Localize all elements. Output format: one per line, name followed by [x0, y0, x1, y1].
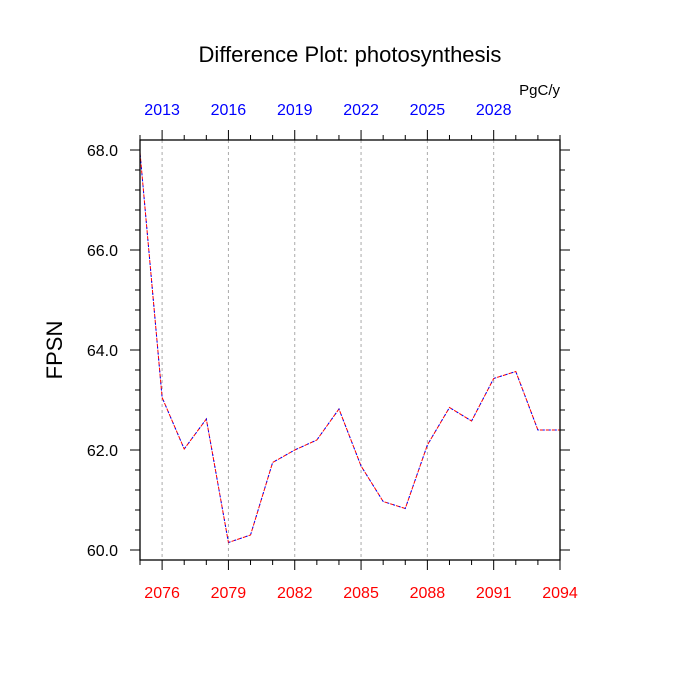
y-axis-title: FPSN	[42, 321, 67, 380]
y-tick-label: 62.0	[87, 443, 118, 460]
top-tick-label: 2019	[277, 102, 313, 119]
axis-ticks	[130, 130, 570, 570]
series-lines	[139, 152, 560, 544]
top-tick-label: 2016	[211, 102, 247, 119]
x-tick-label: 2076	[144, 585, 180, 602]
axis-tick-labels: 2076 2079 2082 2085 2088 2091 2094 2013 2016 2019…	[87, 102, 578, 602]
top-tick-label: 2028	[476, 102, 512, 119]
x-tick-label: 2082	[277, 585, 313, 602]
chart-title: Difference Plot: photosynthesis	[199, 42, 502, 67]
grid-lines	[161, 140, 495, 560]
y-tick-label: 64.0	[87, 343, 118, 360]
series-line-2	[139, 152, 560, 544]
y-tick-label: 66.0	[87, 243, 118, 260]
top-tick-label: 2022	[343, 102, 379, 119]
plot-frame	[139, 139, 561, 561]
y-tick-label: 60.0	[87, 543, 118, 560]
y-tick-label: 68.0	[87, 143, 118, 160]
top-tick-label: 2025	[410, 102, 446, 119]
x-tick-label: 2091	[476, 585, 512, 602]
x-tick-label: 2094	[542, 585, 578, 602]
units-label: PgC/y	[519, 82, 560, 99]
x-tick-label: 2079	[211, 585, 247, 602]
x-tick-label: 2085	[343, 585, 379, 602]
x-tick-label: 2088	[410, 585, 446, 602]
top-tick-label: 2013	[144, 102, 180, 119]
series-line-1	[139, 152, 560, 544]
